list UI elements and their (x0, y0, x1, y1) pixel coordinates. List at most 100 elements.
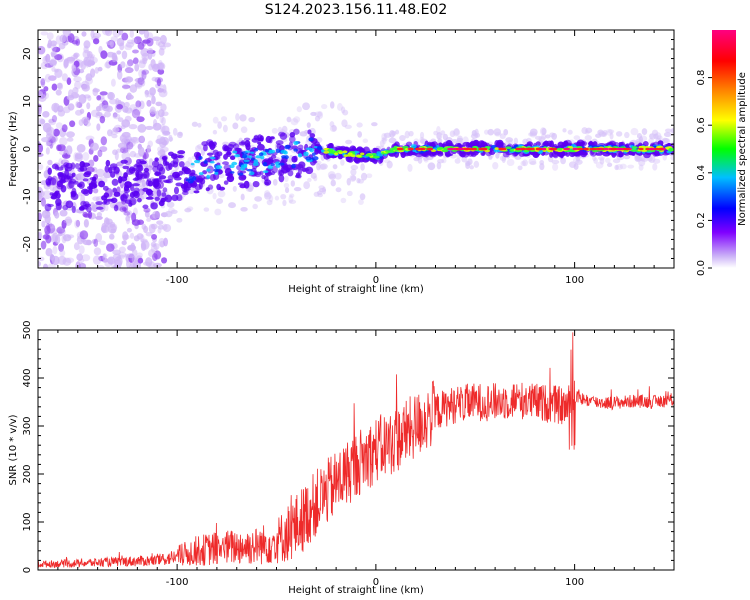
snr-y-tick-label: 0 (22, 567, 33, 573)
spectrogram-noise-blob (615, 131, 623, 137)
spectrogram-core-blob (385, 150, 392, 153)
spectrogram-core-blob (347, 152, 353, 156)
spectrogram-band-blob (79, 166, 85, 172)
spectrogram-noise-blob (471, 129, 477, 137)
spectrogram-peak-blob (610, 147, 617, 151)
spectrogram-core-blob (355, 154, 362, 158)
spectrogram-core-blob (193, 159, 201, 164)
spectrogram-noise-blob (592, 155, 597, 161)
spectrogram-band-blob (76, 183, 83, 188)
spectrogram-noise-blob (77, 192, 83, 197)
spectrogram-core-blob (343, 154, 349, 158)
spectrogram-noise-blob (289, 193, 295, 198)
spectrogram-noise-blob (220, 116, 228, 122)
spectrogram-peak-blob (563, 147, 571, 151)
spectrogram-noise-blob (121, 151, 131, 161)
spectrogram-noise-blob (350, 164, 359, 171)
spectrogram-x-tick-label: -100 (166, 275, 189, 286)
spectrogram-noise-blob (638, 164, 644, 171)
spectrogram-noise-blob (143, 30, 150, 39)
spectrogram-band-blob (128, 166, 136, 174)
spectrogram-noise-blob (99, 91, 108, 96)
spectrogram-noise-blob (124, 253, 129, 258)
spectrogram-noise-blob (264, 190, 271, 198)
spectrogram-noise-blob (105, 218, 113, 225)
spectrogram-noise-blob (461, 156, 468, 163)
spectrogram-band-blob (372, 147, 378, 155)
spectrogram-band-blob (74, 163, 80, 170)
spectrogram-noise-blob (239, 114, 247, 122)
spectrogram-noise-blob (85, 135, 95, 141)
spectrogram-noise-blob (104, 30, 113, 37)
spectrogram-noise-blob (146, 37, 154, 47)
spectrogram-band-blob (143, 170, 150, 179)
spectrogram-core-blob (350, 154, 356, 158)
spectrogram-noise-blob (176, 217, 183, 223)
spectrogram-noise-blob (359, 193, 366, 201)
spectrogram-noise-blob (493, 128, 501, 136)
spectrogram-noise-blob (161, 257, 168, 264)
spectrogram-band-blob (174, 174, 180, 178)
spectrogram-noise-blob (313, 175, 318, 182)
spectrogram-noise-blob (129, 232, 135, 239)
spectrogram-noise-blob (156, 62, 165, 70)
spectrogram-noise-blob (157, 149, 166, 157)
spectrogram-noise-blob (92, 87, 99, 97)
spectrogram-noise-blob (44, 73, 52, 83)
snr-y-tick-label: 100 (22, 512, 33, 531)
spectrogram-noise-blob (66, 94, 75, 101)
spectrogram-noise-blob (95, 168, 105, 178)
spectrogram-noise-blob (57, 231, 63, 237)
spectrogram-noise-blob (151, 95, 156, 105)
spectrogram-peak-blob (638, 147, 644, 151)
spectrogram-noise-blob (539, 162, 545, 171)
spectrogram-noise-blob (128, 123, 138, 130)
spectrogram-core-blob (371, 152, 377, 156)
spectrogram-noise-blob (74, 80, 82, 90)
spectrogram-noise-blob (281, 125, 288, 134)
spectrogram-noise-blob (529, 128, 538, 136)
spectrogram-noise-blob (662, 137, 670, 144)
spectrogram-noise-blob (549, 132, 555, 138)
spectrogram-peak-blob (541, 147, 547, 151)
spectrogram-noise-blob (271, 127, 278, 134)
spectrogram-band-blob (327, 143, 333, 150)
spectrogram-band-blob (259, 170, 264, 176)
spectrogram-noise-blob (38, 261, 42, 267)
spectrogram-noise-blob (314, 115, 321, 122)
spectrogram-core-blob (248, 155, 253, 159)
spectrogram-noise-blob (137, 257, 144, 264)
spectrogram-noise-blob (212, 129, 218, 135)
spectrogram-noise-blob (120, 61, 126, 69)
spectrogram-noise-blob (79, 230, 89, 240)
spectrogram-noise-blob (147, 47, 154, 55)
spectrogram-noise-blob (609, 132, 614, 140)
spectrogram-noise-blob (149, 106, 156, 115)
spectrogram-noise-blob (670, 155, 674, 161)
spectrogram-band-blob (244, 140, 251, 148)
spectrogram-band-blob (238, 174, 247, 181)
spectrogram-band-blob (132, 190, 139, 197)
spectrogram-noise-blob (100, 136, 107, 146)
spectrogram-band-blob (70, 162, 76, 170)
spectrogram-band-blob (609, 152, 617, 156)
spectrogram-noise-blob (118, 246, 127, 253)
spectrogram-band-blob (183, 187, 191, 191)
spectrogram-noise-blob (322, 186, 327, 195)
spectrogram-noise-blob (248, 116, 256, 123)
spectrogram-core-blob (355, 151, 360, 154)
spectrogram-noise-blob (138, 30, 146, 35)
spectrogram-band-blob (66, 173, 74, 181)
spectrogram-noise-blob (139, 135, 145, 143)
spectrogram-core-blob (268, 149, 276, 154)
spectrogram-noise-blob (158, 237, 166, 248)
spectrogram-core-blob (275, 148, 281, 154)
spectrogram-noise-blob (129, 150, 137, 158)
spectrogram-noise-blob (159, 240, 165, 248)
spectrogram-band-blob (60, 185, 67, 193)
spectrogram-noise-blob (648, 137, 654, 144)
spectrogram-noise-blob (168, 134, 173, 142)
spectrogram-noise-blob (78, 258, 85, 263)
spectrogram-noise-blob (141, 69, 150, 75)
